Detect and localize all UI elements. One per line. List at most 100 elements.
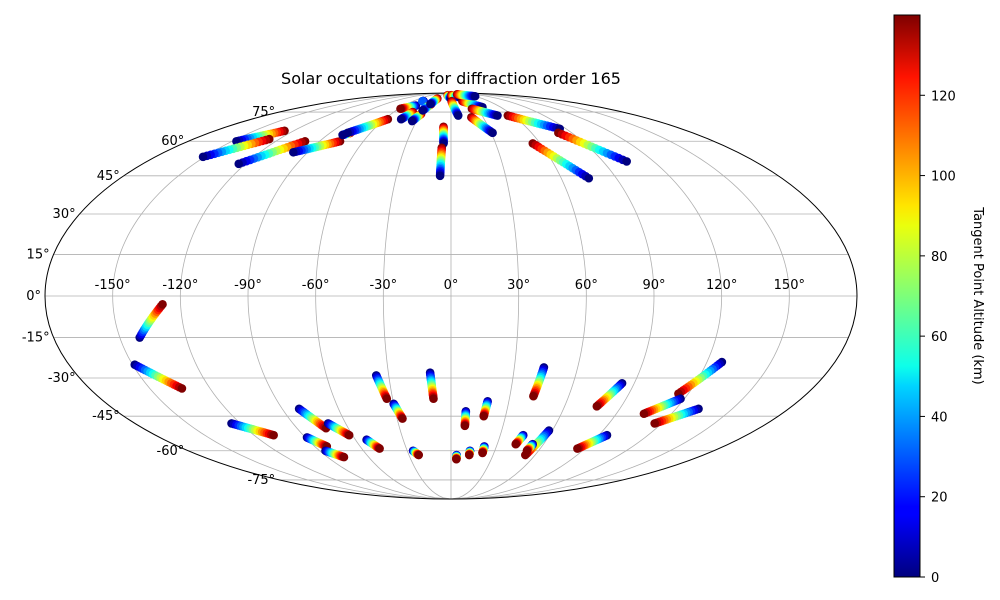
tangent-point [584, 173, 594, 183]
tangent-point [470, 91, 480, 101]
tangent-point [479, 411, 489, 421]
chart-title: Solar occultations for diffraction order… [281, 69, 621, 88]
tangent-point [375, 444, 384, 453]
occultation-track [426, 94, 442, 109]
tangent-point [407, 116, 417, 126]
colorbar-tick-label: 120 [931, 89, 956, 104]
occultation-track [522, 439, 537, 456]
longitude-tick-labels: -150° -120° -90° -60° -30° 0° 30° 60° 90° 120° 150… [95, 278, 805, 293]
tangent-point [435, 171, 445, 181]
colorbar-gradient [893, 14, 921, 578]
occultation-track [460, 406, 471, 431]
latitude-tick-label: -45° [92, 409, 120, 424]
latitude-tick-label: -30° [48, 371, 76, 386]
occultation-track [135, 300, 167, 342]
occultation-track [650, 404, 703, 428]
longitude-tick-label: 30° [507, 278, 530, 293]
tangent-point [289, 147, 298, 157]
longitude-tick-label: 60° [575, 278, 598, 293]
occultation-track [425, 368, 438, 404]
tangent-point [650, 419, 659, 428]
occultation-track [408, 446, 424, 460]
colorbar-tick-label: 100 [931, 170, 956, 185]
tangent-point [396, 114, 406, 124]
colorbar-ticks: 0 20 40 60 80 100 120 [920, 89, 956, 586]
colorbar-tick-label: 0 [931, 571, 939, 586]
occultation-track [674, 357, 727, 398]
occultation-track [479, 396, 492, 421]
occultation-track [464, 446, 475, 460]
longitude-tick-label: -30° [369, 278, 397, 293]
occultation-track [343, 114, 393, 138]
occultation-track [467, 113, 497, 138]
colorbar-tick-label: 20 [931, 491, 948, 506]
occultation-track [362, 435, 384, 453]
occultation-track [227, 419, 278, 440]
tangent-point [429, 394, 438, 404]
latitude-tick-label: 0° [26, 289, 41, 304]
occultation-track [529, 363, 549, 401]
meridian-gridline [247, 93, 452, 499]
tangent-point [269, 430, 278, 440]
occultation-track [294, 404, 331, 433]
longitude-tick-label: 120° [706, 278, 737, 293]
longitude-tick-label: -90° [234, 278, 262, 293]
tangent-point [493, 111, 502, 120]
meridian-gridline [112, 93, 452, 499]
longitude-tick-label: -150° [95, 278, 131, 293]
occultation-track [439, 122, 448, 148]
occultation-track [573, 430, 612, 453]
occultation-track [639, 394, 685, 419]
occultation-track [323, 419, 354, 440]
occultation-track [503, 111, 564, 134]
occultation-track [592, 378, 627, 411]
tangent-point [343, 128, 352, 138]
tangent-point [339, 452, 349, 462]
tangent-point [396, 104, 405, 114]
tangent-point [177, 384, 187, 393]
longitude-tick-label: 150° [774, 278, 805, 293]
colorbar-tick-label: 80 [931, 250, 948, 265]
grid-layer [45, 93, 857, 499]
tangent-point [398, 414, 407, 423]
longitude-tick-label: -60° [302, 278, 330, 293]
meridian-gridline [450, 93, 790, 499]
tangent-point [511, 439, 521, 449]
tangent-point [488, 128, 497, 138]
occultation-track [452, 450, 461, 464]
meridian-gridline [382, 93, 452, 499]
occultation-track [407, 109, 426, 126]
occultation-track [389, 399, 407, 423]
longitude-tick-label: 0° [444, 278, 459, 293]
occultation-track [130, 360, 187, 393]
meridian-gridline [315, 93, 452, 499]
latitude-tick-label: 60° [161, 134, 184, 149]
latitude-tick-label: 45° [97, 169, 120, 184]
occultation-track [528, 139, 594, 183]
latitude-tick-labels: 75° 60° 45° 30° 15° 0° -15° -30° -45° -60° -75° [22, 105, 275, 488]
meridian-gridline [450, 93, 587, 499]
colorbar-label: Tangent Point Altitude (km) [970, 206, 985, 384]
meridian-gridline [450, 93, 723, 499]
latitude-tick-label: -60° [157, 444, 185, 459]
tangent-point [622, 157, 631, 166]
latitude-tick-label: 15° [27, 247, 50, 262]
longitude-tick-label: 90° [642, 278, 665, 293]
occultation-track [467, 104, 502, 120]
tangent-point [158, 300, 167, 309]
tangent-point [529, 391, 538, 401]
latitude-tick-label: -15° [22, 331, 50, 346]
latitude-tick-label: 30° [53, 207, 76, 222]
tangent-point [522, 446, 532, 456]
colorbar: 0 20 40 60 80 100 120 Tangent Point Altitude (… [893, 14, 985, 586]
tangent-point [198, 152, 208, 162]
occultation-track [396, 101, 421, 114]
meridian-gridline [450, 93, 520, 499]
tracks-layer [130, 89, 727, 464]
tangent-point [344, 430, 354, 440]
tangent-point [418, 106, 427, 115]
tangent-point [234, 159, 244, 169]
occultation-track [435, 143, 447, 181]
tangent-point [573, 444, 582, 453]
